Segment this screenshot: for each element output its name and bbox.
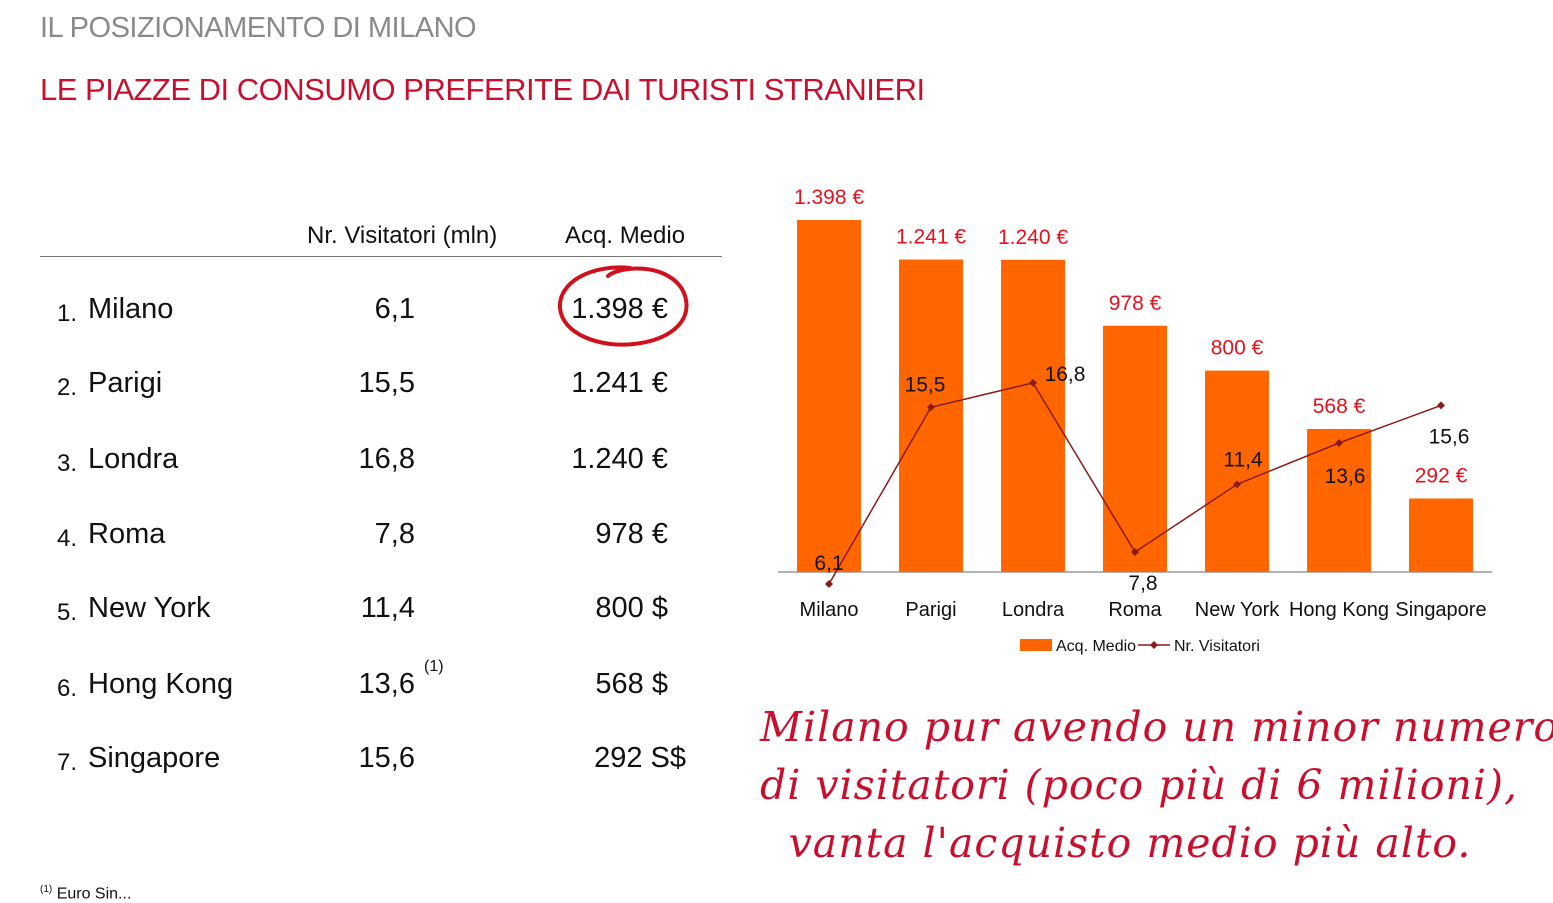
visitors-value-label: 6,1 (814, 552, 843, 575)
rank: 3. (57, 450, 78, 477)
spend-value: 1.240 € (571, 443, 668, 475)
table-row: 6. Hong Kong 13,6 (1) 568 $ (0, 658, 720, 708)
city-name: Parigi (88, 367, 163, 399)
handwritten-annotation: Milano pur avendo un minor numero di vis… (760, 698, 1553, 872)
x-tick-label: Singapore (1395, 599, 1486, 621)
spend-value: 800 $ (595, 592, 668, 624)
bar-hong-kong (1307, 428, 1371, 572)
table-row: 4. Roma 7,8 978 € (0, 518, 720, 558)
visitors-value: 11,4 (360, 592, 415, 624)
visitors-value-label: 16,8 (1045, 363, 1086, 386)
spend-value: 1.241 € (571, 367, 668, 399)
visitors-value: 6,1 (374, 293, 415, 325)
bar-milano (797, 220, 861, 572)
city-name: Roma (88, 518, 166, 550)
x-tick-label: Milano (800, 599, 859, 621)
bar-value-label: 800 € (1211, 337, 1264, 360)
x-tick-label: New York (1195, 599, 1280, 621)
visitors-point (1029, 378, 1037, 387)
legend-marker-nr-visitatori (1150, 641, 1158, 649)
rank: 4. (57, 525, 78, 552)
visitors-value: 16,8 (358, 443, 415, 475)
table-row: 1. Milano 6,1 1.398 € (0, 293, 720, 333)
bar-value-label: 292 € (1415, 464, 1468, 487)
visitors-value: 7,8 (374, 518, 415, 550)
bar-singapore (1409, 498, 1473, 572)
x-tick-label: Parigi (905, 599, 956, 621)
table-row: 3. Londra 16,8 1.240 € (0, 443, 720, 483)
rank: 2. (57, 374, 78, 401)
visitors-value-label: 11,4 (1223, 448, 1263, 471)
spend-value: 568 $ (595, 668, 668, 700)
rank: 7. (57, 749, 78, 776)
x-tick-label: Roma (1108, 599, 1162, 621)
city-name: Milano (88, 293, 174, 325)
table-row: 5. New York 11,4 800 $ (0, 592, 720, 632)
footnote-text: Euro Sin... (56, 885, 132, 903)
city-name: Singapore (88, 742, 221, 774)
spend-value: 292 S$ (594, 742, 686, 774)
header-divider (40, 256, 722, 257)
visitors-value-label: 13,6 (1325, 465, 1366, 488)
footnote-marker: (1) (40, 884, 53, 895)
visitors-point (1437, 401, 1445, 410)
bar-roma (1103, 325, 1167, 572)
bar-value-label: 978 € (1109, 292, 1162, 315)
bar-londra (1001, 259, 1065, 572)
legend-label-acq-medio: Acq. Medio (1056, 638, 1136, 655)
visitors-value: 15,5 (358, 367, 415, 399)
bar-value-label: 1.398 € (794, 186, 864, 209)
bar-value-label: 1.241 € (896, 226, 966, 249)
visitors-value-label: 15,5 (905, 373, 946, 396)
footnote: (1) Euro Sin... (40, 884, 131, 903)
bar-new-york (1205, 370, 1269, 572)
annotation-line: di visitatori (poco più di 6 milioni), (760, 761, 1519, 809)
rank: 5. (57, 599, 78, 626)
visitors-point (1233, 480, 1241, 489)
city-name: Londra (88, 443, 179, 475)
visitors-value: 15,6 (358, 742, 415, 774)
visitors-value: 13,6 (358, 668, 415, 700)
spend-value: 978 € (595, 518, 668, 550)
table-row: 2. Parigi 15,5 1.241 € (0, 367, 720, 407)
footnote-marker: (1) (424, 658, 444, 675)
rank: 6. (57, 675, 78, 702)
section-kicker: IL POSIZIONAMENTO DI MILANO (40, 12, 477, 44)
column-header-spend: Acq. Medio (565, 222, 686, 249)
page-title: LE PIAZZE DI CONSUMO PREFERITE DAI TURIS… (40, 72, 925, 107)
column-header-visitors: Nr. Visitatori (mln) (307, 222, 498, 249)
legend-label-nr-visitatori: Nr. Visitatori (1174, 638, 1260, 655)
spend-visitors-chart: 1.398 € Milano 1.241 € Parigi 1.240 € Londra 9… (778, 186, 1492, 655)
legend-swatch-acq-medio (1020, 639, 1052, 651)
visitors-value-label: 7,8 (1128, 572, 1157, 595)
city-name: New York (88, 592, 211, 624)
bar-value-label: 568 € (1313, 395, 1366, 418)
visitors-value-label: 15,6 (1429, 425, 1470, 448)
x-tick-label: Hong Kong (1289, 599, 1389, 621)
spend-value: 1.398 € (571, 293, 668, 325)
bar-parigi (899, 259, 963, 572)
bar-value-label: 1.240 € (998, 226, 1068, 249)
visitors-point (1335, 439, 1343, 447)
x-tick-label: Londra (1002, 599, 1065, 621)
visitors-point (1131, 548, 1139, 557)
annotation-line: Milano pur avendo un minor numero (760, 703, 1553, 751)
visitors-point (927, 403, 935, 412)
annotation-line: vanta l'acquisto medio più alto. (788, 819, 1472, 867)
rank: 1. (57, 300, 78, 327)
city-name: Hong Kong (88, 668, 234, 700)
table-row: 7. Singapore 15,6 292 S$ (0, 742, 720, 782)
visitors-point (825, 580, 833, 588)
